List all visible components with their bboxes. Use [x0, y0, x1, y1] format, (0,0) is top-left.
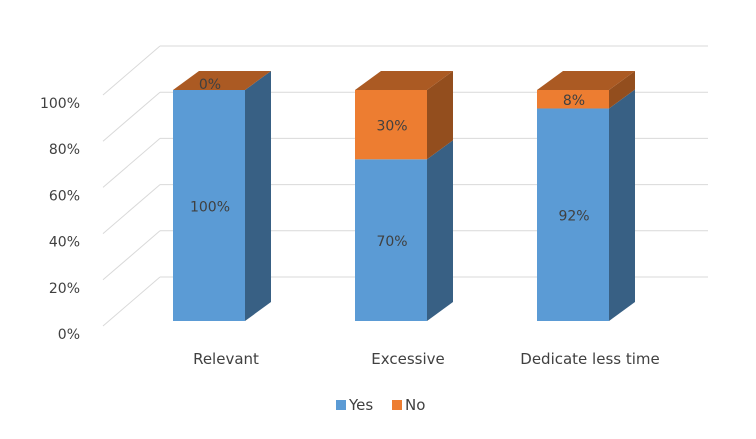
legend-swatch-no — [392, 400, 402, 410]
legend-label-no: No — [405, 396, 425, 414]
bar-front-yes — [355, 159, 427, 321]
data-label-yes: 70% — [376, 234, 407, 250]
bar-front-yes — [173, 90, 245, 321]
gridline-depth — [102, 91, 161, 142]
data-label-no: 8% — [563, 93, 585, 109]
gridline-depth — [102, 138, 161, 188]
bar-top — [537, 71, 635, 90]
gridline-depth — [102, 184, 161, 234]
y-tick-label: 100% — [40, 96, 80, 112]
data-label-no: 30% — [376, 119, 407, 135]
legend: Yes No — [336, 396, 425, 414]
bar-side-yes — [609, 89, 635, 321]
y-tick-label: 60% — [49, 188, 80, 204]
bar-top — [173, 71, 271, 90]
gridline-depth — [102, 45, 161, 96]
bar-side-yes — [245, 71, 271, 321]
bar-side-yes — [427, 140, 453, 321]
data-label-yes: 100% — [190, 200, 230, 216]
gridline-depth — [102, 276, 161, 327]
bar-front-no — [537, 90, 609, 109]
y-tick-label: 80% — [49, 142, 80, 158]
legend-swatch-yes — [336, 400, 346, 410]
bar-side-no — [427, 71, 453, 160]
x-category-label: Excessive — [371, 350, 444, 368]
x-axis-categories: Relevant Excessive Dedicate less time — [193, 350, 660, 368]
y-tick-label: 0% — [58, 327, 80, 343]
gridline-depth — [102, 230, 161, 281]
data-label-no: 0% — [199, 77, 221, 93]
y-tick-label: 20% — [49, 281, 80, 297]
y-tick-label: 40% — [49, 235, 80, 251]
data-label-yes: 92% — [558, 209, 589, 225]
y-axis-ticks: 0% 20% 40% 60% 80% 100% — [40, 96, 80, 343]
bar-side-no — [609, 71, 635, 109]
x-category-label: Dedicate less time — [520, 350, 659, 368]
bar-front-yes — [537, 108, 609, 321]
bars: 100% 0% 70% 30% 92% 8% — [173, 71, 635, 321]
x-category-label: Relevant — [193, 350, 259, 368]
bar-front-no — [355, 90, 427, 160]
legend-label-yes: Yes — [348, 396, 373, 414]
bar-top — [355, 71, 453, 90]
